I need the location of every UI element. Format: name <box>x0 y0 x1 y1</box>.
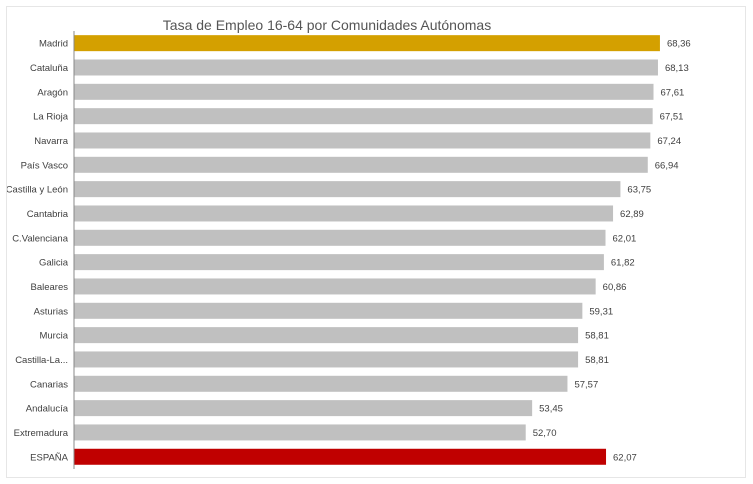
data-label: 67,51 <box>660 112 684 123</box>
bar <box>74 108 653 125</box>
category-label: Canarias <box>30 379 68 390</box>
data-label: 58,81 <box>585 355 609 366</box>
bar-chart: Madrid 68,36 Cataluña 68,13 Aragón 67,61 La Ri… <box>6 31 691 469</box>
category-label: Asturias <box>34 306 69 317</box>
bar <box>74 302 583 319</box>
data-label: 57,57 <box>574 379 598 390</box>
bar <box>74 181 621 198</box>
chart-title: Tasa de Empleo 16-64 por Comunidades Aut… <box>162 17 492 33</box>
data-label: 67,61 <box>661 87 685 98</box>
bar <box>74 448 607 465</box>
bar <box>74 327 579 344</box>
chart-frame: Tasa de Empleo 16-64 por Comunidades Aut… <box>6 6 746 478</box>
data-label: 68,13 <box>665 63 689 74</box>
bar <box>74 351 579 368</box>
category-label: Madrid <box>39 39 68 50</box>
category-label: Andalucía <box>26 404 69 415</box>
data-label: 61,82 <box>611 258 635 269</box>
category-label: Cantabria <box>27 209 69 220</box>
category-label: Navarra <box>34 136 69 147</box>
data-label: 62,07 <box>613 452 637 463</box>
category-label: Galicia <box>39 258 69 269</box>
data-label: 53,45 <box>539 404 563 415</box>
bar <box>74 156 648 173</box>
category-label: Castilla-La... <box>15 355 68 366</box>
bar <box>74 229 606 246</box>
category-label: Baleares <box>31 282 69 293</box>
category-label: Cataluña <box>30 63 69 74</box>
bar <box>74 254 604 271</box>
category-label: Aragón <box>37 87 68 98</box>
bar <box>74 278 596 295</box>
category-label: ESPAÑA <box>30 452 69 463</box>
bar <box>74 424 526 441</box>
bar <box>74 375 568 392</box>
data-label: 66,94 <box>655 160 679 171</box>
category-label: La Rioja <box>33 112 69 123</box>
bar <box>74 35 660 52</box>
bar <box>74 400 533 417</box>
data-label: 59,31 <box>589 306 613 317</box>
data-label: 62,01 <box>613 233 637 244</box>
category-label: Castilla y León <box>7 185 68 196</box>
bar <box>74 205 614 222</box>
data-label: 52,70 <box>533 428 557 439</box>
data-label: 63,75 <box>627 185 651 196</box>
data-label: 67,24 <box>657 136 681 147</box>
category-label: País Vasco <box>21 160 68 171</box>
category-label: Extremadura <box>14 428 69 439</box>
data-label: 60,86 <box>603 282 627 293</box>
bar <box>74 83 654 100</box>
category-label: C.Valenciana <box>12 233 69 244</box>
data-label: 68,36 <box>667 39 691 50</box>
category-label: Murcia <box>39 331 68 342</box>
bar <box>74 59 658 76</box>
data-label: 58,81 <box>585 331 609 342</box>
bar <box>74 132 651 149</box>
data-label: 62,89 <box>620 209 644 220</box>
